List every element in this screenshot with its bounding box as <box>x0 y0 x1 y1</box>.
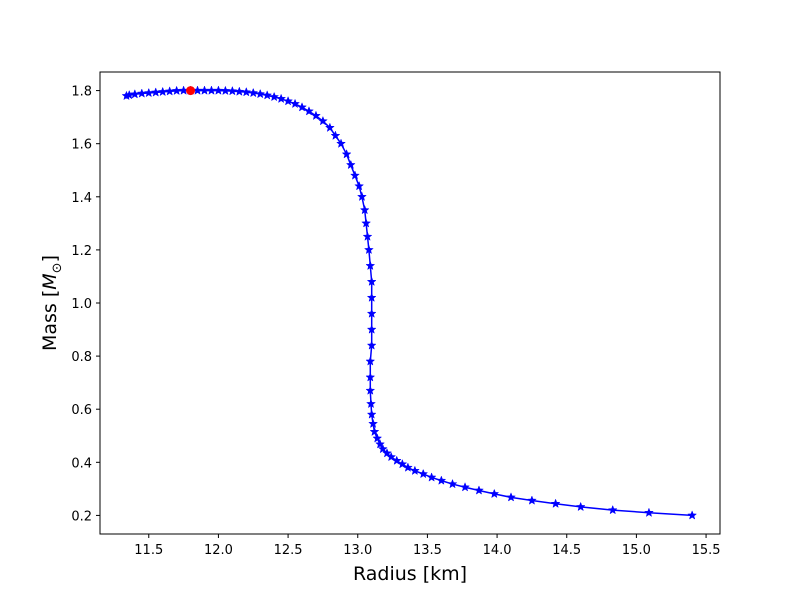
data-point-star <box>283 96 294 106</box>
data-point-star <box>377 443 388 454</box>
data-point-star <box>363 244 374 255</box>
x-tick-label: 13.0 <box>343 543 372 558</box>
data-point-star <box>121 90 132 101</box>
data-point-star <box>129 89 140 99</box>
data-point-star <box>365 385 376 395</box>
data-point-star <box>356 191 367 202</box>
data-point-star <box>269 91 280 102</box>
y-tick-label: 0.6 <box>71 403 92 418</box>
y-tick-label: 1.4 <box>71 191 92 206</box>
data-point-star <box>506 492 516 502</box>
data-point-star <box>418 468 429 479</box>
data-point-star <box>366 398 376 409</box>
x-tick-label: 15.0 <box>622 543 651 558</box>
y-axis-label: Mass [M⊙] <box>39 255 65 351</box>
data-point-star <box>290 98 301 109</box>
data-point-star <box>409 465 420 476</box>
data-point-star <box>330 130 341 140</box>
data-point-star <box>361 218 372 228</box>
data-point-star <box>341 149 352 159</box>
x-tick-label: 13.5 <box>413 543 442 558</box>
data-layer <box>121 85 698 520</box>
x-tick-label: 11.5 <box>134 543 163 558</box>
data-point-star <box>366 409 377 419</box>
data-point-star <box>297 102 307 112</box>
data-point-star <box>150 87 161 97</box>
data-point-star <box>304 106 314 116</box>
data-point-star <box>366 308 377 318</box>
data-point-star <box>345 159 356 170</box>
data-point-star <box>324 122 335 132</box>
data-point-star <box>157 86 168 97</box>
data-point-star <box>426 472 437 482</box>
y-tick-label: 0.2 <box>71 509 92 524</box>
x-axis-label: Radius [km] <box>353 563 467 585</box>
x-tick-label: 15.5 <box>692 543 721 558</box>
data-point-star <box>575 501 586 512</box>
data-point-star <box>366 292 377 302</box>
data-point-star <box>436 475 447 485</box>
data-point-star <box>526 495 537 505</box>
data-point-star <box>365 260 376 271</box>
data-point-star <box>359 204 370 215</box>
data-point-star <box>687 510 698 520</box>
data-point-star <box>366 324 377 334</box>
ticks-layer: 11.5 12.0 12.5 13.0 13.5 14.0 14.5 15.0 15.5 0.2 0… <box>71 85 720 558</box>
y-tick-label: 1.2 <box>71 244 92 259</box>
data-point-star <box>276 93 287 104</box>
x-tick-label: 12.0 <box>204 543 233 558</box>
x-tick-label: 12.5 <box>274 543 303 558</box>
plot-frame <box>99 71 721 535</box>
y-tick-label: 0.8 <box>71 350 92 365</box>
y-tick-label: 1.0 <box>71 297 92 312</box>
data-point-star <box>354 180 365 191</box>
y-tick-label: 1.6 <box>71 138 92 153</box>
data-point-star <box>550 498 561 508</box>
data-point-star <box>368 418 379 429</box>
data-point-star <box>372 433 383 443</box>
data-point-star <box>136 88 147 98</box>
data-point-star <box>336 138 346 148</box>
max-mass-point <box>186 86 196 96</box>
data-point-star <box>255 88 266 99</box>
data-point-star <box>447 478 458 489</box>
plot-area <box>100 72 720 534</box>
data-point-star <box>365 356 376 366</box>
data-point-star <box>366 340 377 350</box>
y-tick-label: 1.8 <box>71 85 92 100</box>
data-point-star <box>350 170 360 180</box>
data-point-star <box>369 426 380 436</box>
data-point-star <box>460 482 470 492</box>
y-tick-label: 0.4 <box>71 456 92 471</box>
data-point-star <box>362 231 373 241</box>
data-point-star <box>164 86 175 96</box>
data-point-star <box>607 504 618 515</box>
data-point-star <box>643 507 654 517</box>
data-point-star <box>171 85 182 96</box>
data-point-star <box>317 115 328 126</box>
x-tick-label: 14.0 <box>483 543 512 558</box>
x-tick-label: 14.5 <box>552 543 581 558</box>
data-point-star <box>262 90 273 100</box>
data-point-star <box>366 276 377 286</box>
data-point-star <box>365 372 376 382</box>
data-point-star <box>489 488 500 499</box>
data-point-star <box>143 87 154 98</box>
data-point-star <box>375 439 385 449</box>
data-point-star <box>311 110 321 121</box>
data-point-star <box>474 485 484 495</box>
